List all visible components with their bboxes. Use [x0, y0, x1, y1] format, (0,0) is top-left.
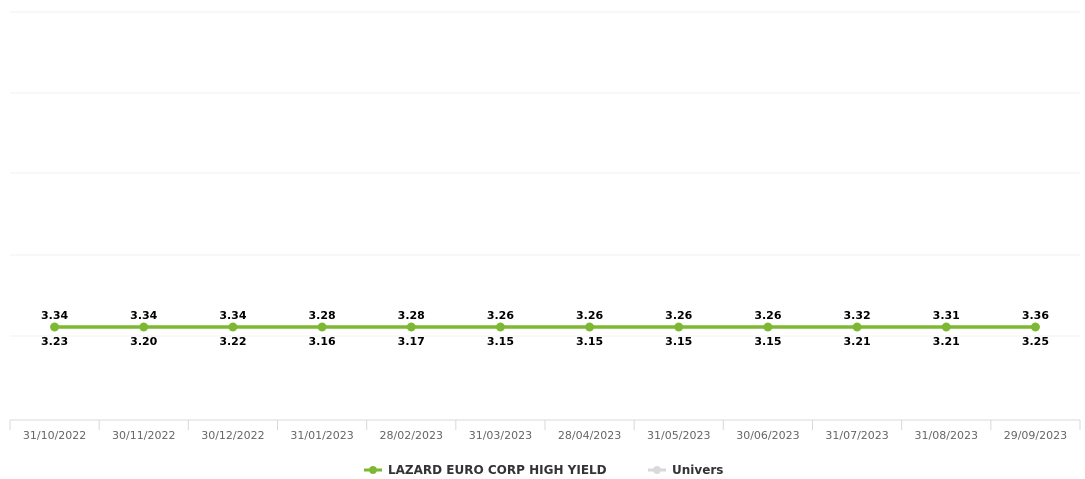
series-0-data-label: 3.26: [487, 309, 514, 322]
x-axis: 31/10/2022 30/11/2022 30/12/2022 31/01/2023…: [9, 419, 1081, 442]
series-layer: [50, 322, 1040, 332]
series-0-data-label: 3.28: [309, 309, 336, 322]
x-tick-label: 29/09/2023: [1004, 429, 1067, 442]
series-1-data-label: 3.21: [933, 335, 960, 348]
series-1-data-label: 3.15: [576, 335, 603, 348]
series-0-point[interactable]: [406, 322, 416, 332]
series-1-data-label: 3.15: [665, 335, 692, 348]
grid: [10, 11, 1080, 337]
x-tick-label: 28/02/2023: [380, 429, 443, 442]
series-0-data-label: 3.26: [754, 309, 781, 322]
series-0-point[interactable]: [50, 322, 60, 332]
series-1-data-label: 3.15: [754, 335, 781, 348]
legend[interactable]: LAZARD EURO CORP HIGH YIELD Univers: [364, 463, 723, 477]
x-tick-label: 31/01/2023: [290, 429, 353, 442]
series-0-point[interactable]: [228, 322, 238, 332]
series-1-data-label: 3.21: [844, 335, 871, 348]
series-1-data-label: 3.16: [309, 335, 336, 348]
series-0-data-label: 3.34: [219, 309, 246, 322]
x-tick-label: 30/12/2022: [201, 429, 264, 442]
x-tick-label: 30/11/2022: [112, 429, 175, 442]
series-0-data-label: 3.34: [130, 309, 157, 322]
legend-item-series-1[interactable]: Univers: [648, 463, 723, 477]
series-0-data-label: 3.31: [933, 309, 960, 322]
legend-item-series-0[interactable]: LAZARD EURO CORP HIGH YIELD: [364, 463, 607, 477]
series-0-point[interactable]: [495, 322, 505, 332]
x-tick-label: 31/10/2022: [23, 429, 86, 442]
x-tick-label: 28/04/2023: [558, 429, 621, 442]
series-0-data-label: 3.28: [398, 309, 425, 322]
legend-series-1-label[interactable]: Univers: [672, 463, 723, 477]
series-0-point[interactable]: [674, 322, 684, 332]
data-labels: 3.34 3.34 3.34 3.28 3.28 3.26 3.26 3.26 3.26 3.32…: [41, 309, 1049, 348]
series-0-data-label: 3.32: [844, 309, 871, 322]
series-0-data-label: 3.34: [41, 309, 68, 322]
legend-series-0-marker-icon: [369, 466, 377, 474]
series-1-data-label: 3.20: [130, 335, 157, 348]
series-1-data-label: 3.15: [487, 335, 514, 348]
series-1-data-label: 3.22: [219, 335, 246, 348]
series-0-data-label: 3.26: [665, 309, 692, 322]
series-1-data-label: 3.17: [398, 335, 425, 348]
series-0-data-label: 3.36: [1022, 309, 1049, 322]
series-0-point[interactable]: [317, 322, 327, 332]
x-tick-label: 31/07/2023: [825, 429, 888, 442]
series-0-point[interactable]: [1030, 322, 1040, 332]
series-0-point[interactable]: [585, 322, 595, 332]
series-0-point[interactable]: [941, 322, 951, 332]
series-1-data-label: 3.23: [41, 335, 68, 348]
series-1-data-label: 3.25: [1022, 335, 1049, 348]
series-0-point[interactable]: [852, 322, 862, 332]
x-tick-label: 30/06/2023: [736, 429, 799, 442]
series-0-point[interactable]: [763, 322, 773, 332]
legend-series-0-label[interactable]: LAZARD EURO CORP HIGH YIELD: [388, 463, 607, 477]
x-tick-label: 31/05/2023: [647, 429, 710, 442]
x-tick-label: 31/03/2023: [469, 429, 532, 442]
x-tick-label: 31/08/2023: [915, 429, 978, 442]
legend-series-1-marker-icon: [653, 466, 661, 474]
series-0-point[interactable]: [139, 322, 149, 332]
series-0-data-label: 3.26: [576, 309, 603, 322]
